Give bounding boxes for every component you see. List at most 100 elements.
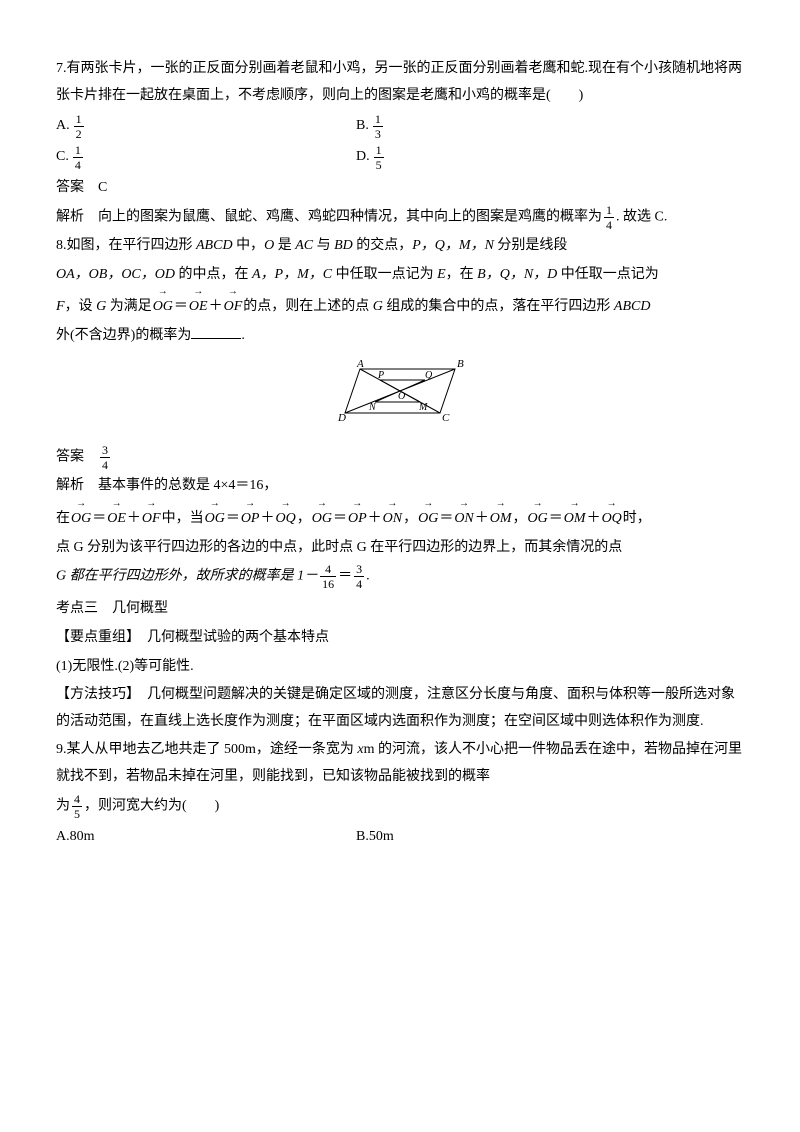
vector: OQ [275,502,295,533]
denominator: 5 [72,806,82,820]
q7-option-c: C. 1 4 [56,144,356,171]
q9-option-a: A.80m [56,824,356,851]
svg-text:B: B [457,358,464,370]
text: 9.某人从甲地去乙地共走了 500m，途经一条宽为 [56,742,357,757]
numerator: 1 [74,113,84,126]
var: B，Q，N，D [477,267,557,282]
plus: ＋ [209,299,223,314]
q8-explain-line3: 点 G 分别为该平行四边形的各边的中点，此时点 G 在平行四边形的边界上，而其余… [56,535,744,562]
text: 几何概型问题解决的关键是确定区域的测度，注意区分长度与角度、面积与体积等一般所选… [56,687,735,729]
svg-text:Q: Q [425,370,433,381]
denominator: 5 [374,157,384,171]
q7-explain: 解析 向上的图案为鼠鹰、鼠蛇、鸡鹰、鸡蛇四种情况，其中向上的图案是鸡鹰的概率为1… [56,204,744,231]
numerator: 3 [354,563,364,576]
svg-text:A: A [356,358,364,370]
answer-label: 答案 [56,450,98,465]
q8-diagram: A B C D P Q M N O [56,357,744,436]
vector: OE [189,290,208,321]
q8-stem-line3: F，设 G 为满足OG＝OE＋OF的点，则在上述的点 G 组成的集合中的点，落在… [56,290,744,321]
plus: ＋ [475,511,489,526]
var: A，P，M，C [252,267,332,282]
vector: OM [564,502,586,533]
q7-option-d: D. 1 5 [356,144,744,171]
text: 中任取一点记为 [557,267,659,282]
var: OA，OB，OC，OD [56,267,175,282]
denominator: 4 [100,457,110,471]
var: AC [295,238,313,253]
text: 的交点， [353,238,413,253]
fraction: 1 5 [374,144,384,171]
text: 在 [56,511,70,526]
numerator: 3 [100,444,110,457]
text: 几何概型试验的两个基本特点 [133,630,329,645]
vector: OE [107,502,126,533]
var: G [373,299,383,314]
var: E [437,267,446,282]
text: ，在 [446,267,478,282]
vector: OG [528,502,548,533]
denominator: 16 [320,576,336,590]
q9-stem-line1: 9.某人从甲地去乙地共走了 500m，途经一条宽为 xm 的河流，该人不小心把一… [56,737,744,790]
var: ABCD [614,299,651,314]
numerator: 1 [604,204,614,217]
text: 为 [56,798,70,813]
q7-options-row1: A. 1 2 B. 1 3 [56,113,744,140]
text: 与 [313,238,334,253]
label: 【方法技巧】 [56,687,133,702]
q7-option-b: B. 1 3 [356,113,744,140]
numerator: 4 [72,793,82,806]
label: 【要点重组】 [56,630,133,645]
text: 组成的集合中的点，落在平行四边形 [383,299,614,314]
blank [191,325,241,339]
fraction: 45 [72,793,82,820]
svg-text:D: D [337,412,346,424]
q8-stem-line1: 8.如图，在平行四边形 ABCD 中，O 是 AC 与 BD 的交点，P，Q，M… [56,233,744,260]
eq: ＝ [439,511,453,526]
text: 是 [274,238,295,253]
text: G 都在平行四边形外，故所求的概率是 1－ [56,569,318,584]
vector: OG [418,502,438,533]
q7-answer: 答案 C [56,175,744,202]
fraction: 34 [100,444,110,471]
text: 为满足 [106,299,152,314]
topic-sec2: 【方法技巧】 几何概型问题解决的关键是确定区域的测度，注意区分长度与角度、面积与… [56,682,744,735]
topic-title: 考点三 几何概型 [56,596,744,623]
q8-stem-line4: 外(不含边界)的概率为. [56,323,744,350]
svg-text:N: N [368,402,377,413]
plus: ＋ [127,511,141,526]
q7-options-row2: C. 1 4 D. 1 5 [56,144,744,171]
text: 中， [233,238,265,253]
numerator: 4 [323,563,333,576]
vector: OF [224,290,243,321]
text: ，设 [65,299,97,314]
var: ABCD [196,238,233,253]
explain-text2: . 故选 C. [616,210,667,225]
opt-label: B. [356,113,369,140]
text: 的点，则在上述的点 [243,299,373,314]
text: 中，当 [162,511,204,526]
vector: ON [454,502,473,533]
text: 8.如图，在平行四边形 [56,238,196,253]
eq: ＝ [549,511,563,526]
fraction: 1 4 [73,144,83,171]
fraction: 14 [604,204,614,231]
plus: ＋ [368,511,382,526]
fraction: 1 2 [74,113,84,140]
svg-text:P: P [377,370,384,381]
text: 外(不含边界)的概率为 [56,328,191,343]
topic-sec1-body: (1)无限性.(2)等可能性. [56,654,744,681]
text: 中任取一点记为 [332,267,437,282]
text: 时， [623,511,651,526]
svg-text:M: M [418,402,428,413]
q9-option-b: B.50m [356,824,744,851]
var: P，Q，M，N [412,238,494,253]
vector: OQ [602,502,622,533]
eq: ＝ [333,511,347,526]
opt-label: A. [56,113,70,140]
vector: OM [490,502,512,533]
explain-text: 解析 向上的图案为鼠鹰、鼠蛇、鸡鹰、鸡蛇四种情况，其中向上的图案是鸡鹰的概率为 [56,210,602,225]
opt-label: C. [56,144,69,171]
fraction: 34 [354,563,364,590]
vector: OP [241,502,260,533]
q8-explain-line4: G 都在平行四边形外，故所求的概率是 1－416＝34. [56,563,744,590]
